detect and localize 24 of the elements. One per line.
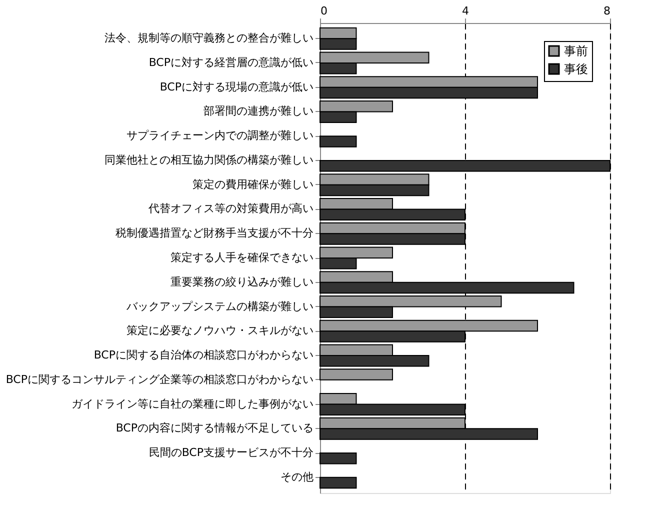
x-tick-label: 8 [604, 4, 610, 18]
y-tick-label: BCPの内容に関する情報が不足している [116, 422, 314, 435]
y-tick-label: BCPに対する経営層の意識が低い [148, 56, 314, 69]
y-tick-label: 策定に必要なノウハウ・スキルがない [126, 324, 314, 338]
y-tick-label: ガイドライン等に自社の業種に即した事例がない [72, 397, 314, 410]
x-tick-label: 4 [462, 4, 469, 18]
legend-label: 事後 [564, 62, 588, 76]
y-tick-label: 代替オフィス等の対策費用が高い [148, 202, 314, 216]
y-tick-label: バックアップシステムの構築が難しい [126, 300, 314, 313]
y-tick-label: BCPに関する自治体の相談窓口がわからない [94, 348, 314, 362]
y-tick-label: 民間のBCP支援サービスが不十分 [148, 446, 314, 460]
y-tick-label: 同業他社との相互協力関係の構築が難しい [104, 153, 314, 166]
y-tick-label: BCPに対する現場の意識が低い [160, 80, 314, 94]
legend-label: 事前 [564, 44, 588, 58]
x-tick-label: 0 [320, 4, 328, 18]
y-tick-label: 税制優遇措置など財務手当支援が不十分 [116, 226, 314, 240]
y-tick-label: 策定の費用確保が難しい [192, 178, 314, 191]
y-tick-label: 策定する人手を確保できない [170, 251, 314, 264]
y-tick-label: BCPに関するコンサルティング企業等の相談窓口がわからない [6, 372, 314, 386]
y-tick-label: サプライチェーン内での調整が難しい [126, 129, 314, 142]
y-tick-label: その他 [280, 470, 314, 484]
y-tick-label: 重要業務の絞り込みが難しい [170, 275, 314, 288]
y-tick-label: 法令、規制等の順守義務との整合が難しい [104, 32, 314, 45]
y-tick-label: 部署間の連携が難しい [204, 104, 314, 118]
